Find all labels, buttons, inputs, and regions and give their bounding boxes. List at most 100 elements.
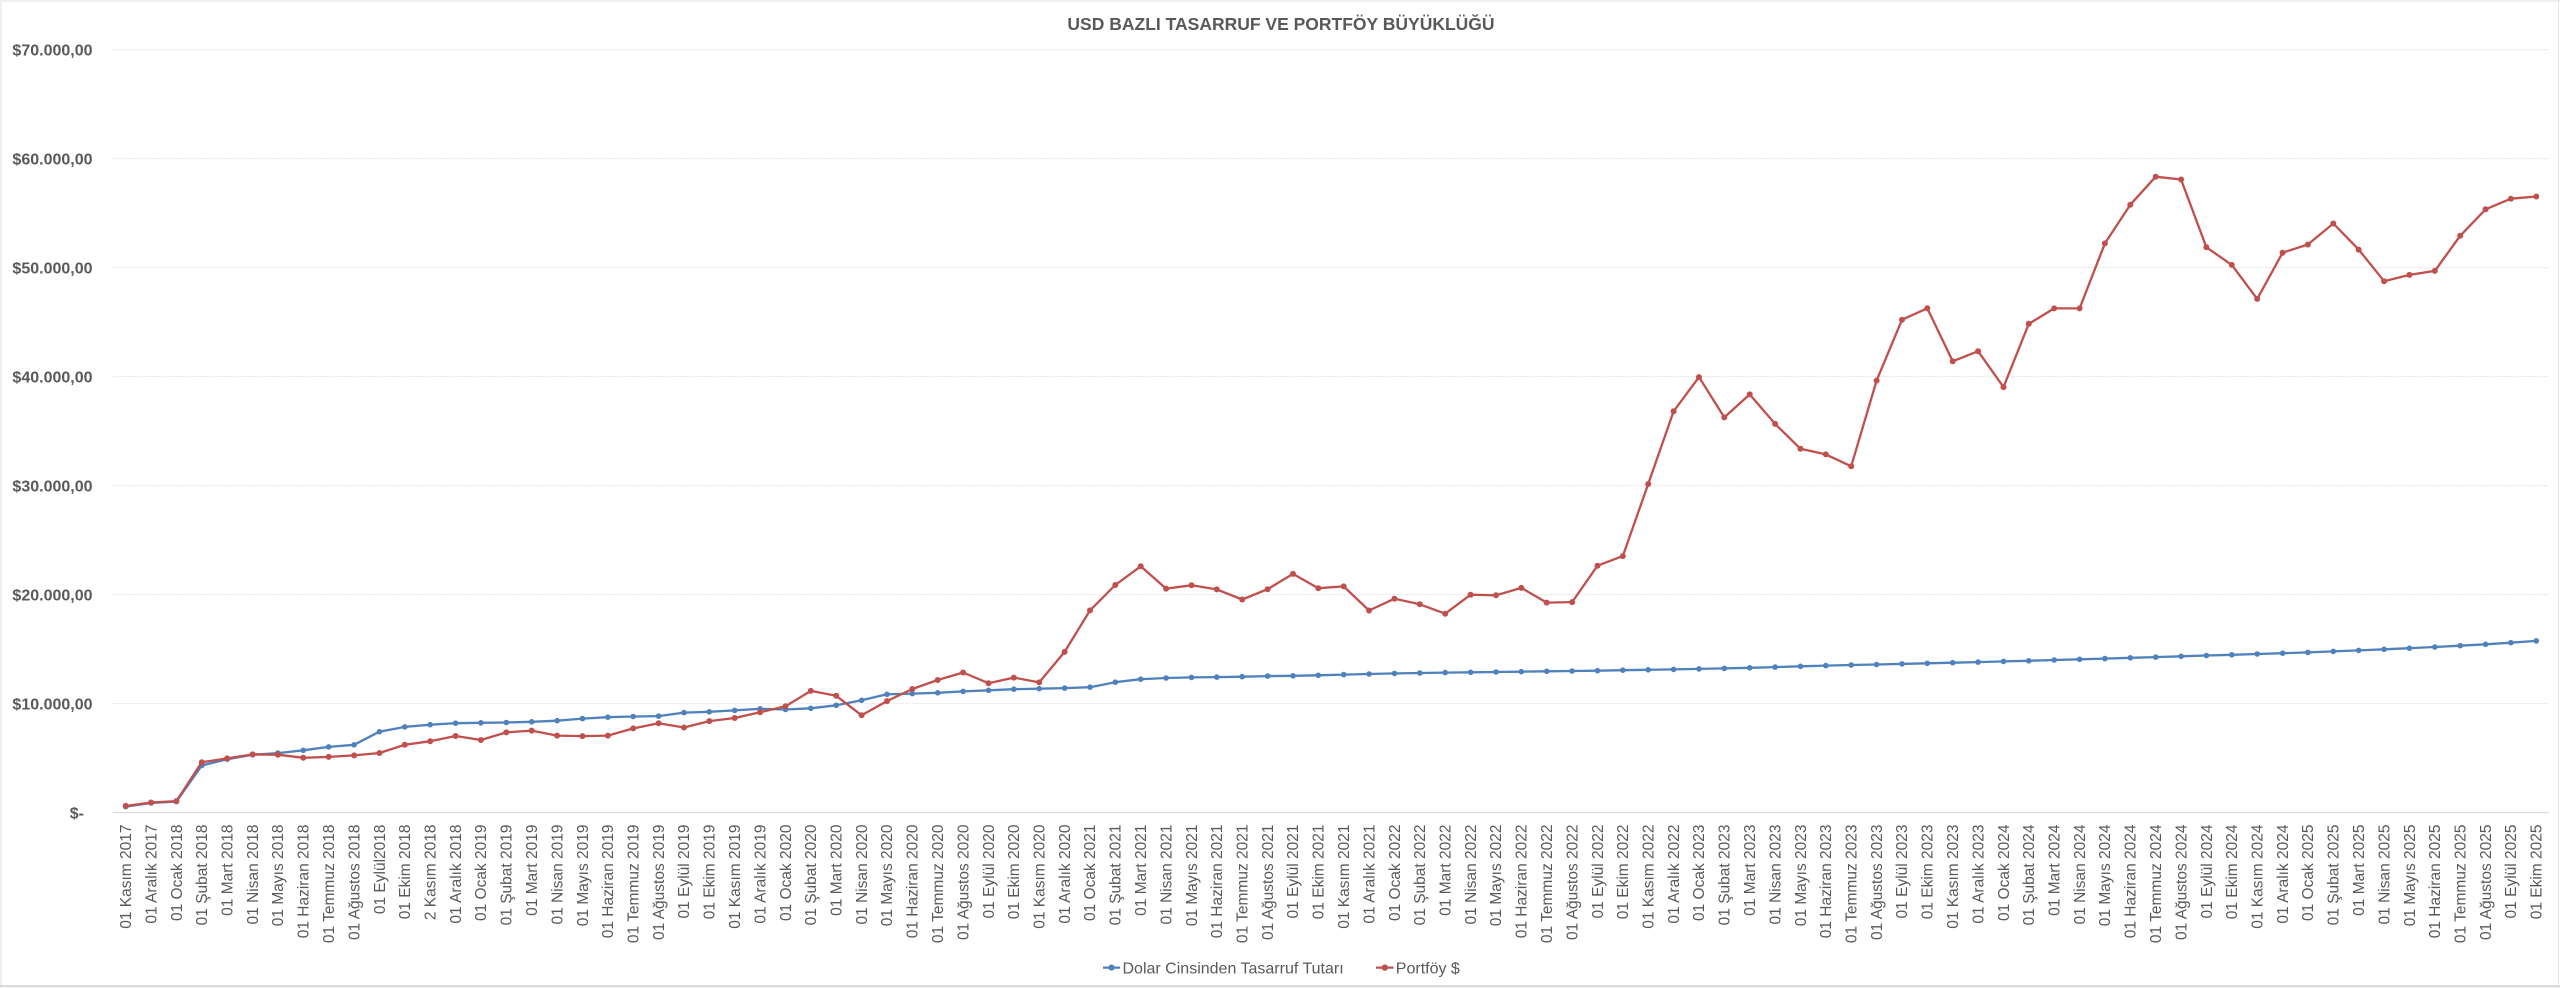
svg-text:01 Ekim 2019: 01 Ekim 2019: [702, 825, 719, 920]
svg-text:01 Şubat 2018: 01 Şubat 2018: [194, 825, 211, 926]
svg-text:01 Ocak 2019: 01 Ocak 2019: [473, 825, 490, 922]
svg-text:01 Ağustos 2018: 01 Ağustos 2018: [346, 825, 363, 941]
svg-text:01 Haziran 2025: 01 Haziran 2025: [2427, 825, 2444, 939]
svg-text:01 Nisan 2019: 01 Nisan 2019: [549, 825, 566, 925]
svg-text:Portföy $: Portföy $: [1396, 961, 1460, 978]
svg-text:01 Haziran 2021: 01 Haziran 2021: [1209, 825, 1226, 939]
svg-text:01 Haziran 2024: 01 Haziran 2024: [2123, 824, 2140, 938]
svg-text:01 Mart 2019: 01 Mart 2019: [524, 825, 541, 916]
svg-text:01 Temmuz 2021: 01 Temmuz 2021: [1235, 825, 1252, 944]
svg-text:$40.000,00: $40.000,00: [12, 370, 92, 387]
svg-text:01 Temmuz 2025: 01 Temmuz 2025: [2453, 825, 2470, 944]
svg-text:$-: $-: [70, 806, 84, 823]
svg-text:01 Eylül 2019: 01 Eylül 2019: [676, 825, 693, 919]
svg-text:01 Aralık 2022: 01 Aralık 2022: [1666, 825, 1683, 924]
svg-text:01 Eylül 2020: 01 Eylül 2020: [981, 824, 998, 918]
svg-text:2 Kasım 2018: 2 Kasım 2018: [423, 825, 440, 921]
svg-text:01 Temmuz 2022: 01 Temmuz 2022: [1539, 825, 1556, 944]
svg-text:$60.000,00: $60.000,00: [12, 152, 92, 169]
svg-text:01 Haziran 2022: 01 Haziran 2022: [1514, 825, 1531, 939]
svg-text:01 Mayıs 2018: 01 Mayıs 2018: [270, 825, 287, 927]
svg-text:01 Ağustos 2019: 01 Ağustos 2019: [651, 825, 668, 941]
svg-text:01 Nisan 2018: 01 Nisan 2018: [245, 825, 262, 925]
svg-text:01 Ocak 2018: 01 Ocak 2018: [169, 825, 186, 922]
svg-text:01 Şubat 2019: 01 Şubat 2019: [499, 825, 516, 926]
svg-text:01 Mayıs 2021: 01 Mayıs 2021: [1184, 825, 1201, 927]
svg-text:01 Haziran 2023: 01 Haziran 2023: [1818, 825, 1835, 939]
svg-text:01 Haziran 2019: 01 Haziran 2019: [600, 825, 617, 939]
svg-text:01 Ekim 2024: 01 Ekim 2024: [2224, 824, 2241, 919]
svg-text:01 Şubat 2022: 01 Şubat 2022: [1412, 825, 1429, 926]
svg-text:01 Temmuz 2020: 01 Temmuz 2020: [930, 824, 947, 943]
svg-text:01 Mart 2024: 01 Mart 2024: [2047, 824, 2064, 916]
svg-text:01 Ocak 2020: 01 Ocak 2020: [778, 824, 795, 921]
svg-text:01 Mayıs 2019: 01 Mayıs 2019: [575, 825, 592, 927]
svg-text:01 Ağustos 2020: 01 Ağustos 2020: [955, 824, 972, 940]
svg-text:01 Haziran 2020: 01 Haziran 2020: [905, 824, 922, 938]
svg-text:01 Mayıs 2022: 01 Mayıs 2022: [1488, 825, 1505, 927]
svg-text:01 Eylül 2024: 01 Eylül 2024: [2199, 824, 2216, 918]
svg-text:01 Temmuz 2018: 01 Temmuz 2018: [321, 825, 338, 944]
svg-text:01 Ocak 2025: 01 Ocak 2025: [2300, 825, 2317, 922]
svg-text:01 Temmuz 2023: 01 Temmuz 2023: [1844, 825, 1861, 944]
svg-text:01 Mayıs 2024: 01 Mayıs 2024: [2097, 824, 2114, 926]
svg-text:01 Ekim 2018: 01 Ekim 2018: [397, 825, 414, 920]
svg-text:01 Mart 2021: 01 Mart 2021: [1133, 825, 1150, 916]
svg-text:01 Ekim 2021: 01 Ekim 2021: [1311, 825, 1328, 920]
svg-text:01 Ağustos 2024: 01 Ağustos 2024: [2173, 824, 2190, 940]
svg-text:01 Haziran 2018: 01 Haziran 2018: [296, 825, 313, 939]
svg-text:01 Aralık 2017: 01 Aralık 2017: [143, 825, 160, 924]
svg-text:01 Kasım 2023: 01 Kasım 2023: [1945, 825, 1962, 929]
svg-text:$70.000,00: $70.000,00: [12, 43, 92, 60]
svg-text:01 Aralık 2024: 01 Aralık 2024: [2275, 824, 2292, 923]
svg-text:01 Eylül2018: 01 Eylül2018: [372, 825, 389, 915]
svg-text:01 Eylül 2021: 01 Eylül 2021: [1285, 825, 1302, 919]
svg-text:01 Mayıs 2020: 01 Mayıs 2020: [879, 824, 896, 926]
svg-text:01 Mart 2020: 01 Mart 2020: [829, 824, 846, 916]
svg-text:01 Kasım 2021: 01 Kasım 2021: [1336, 825, 1353, 929]
svg-text:01 Şubat 2021: 01 Şubat 2021: [1108, 825, 1125, 926]
svg-text:01 Ağustos 2023: 01 Ağustos 2023: [1869, 825, 1886, 941]
svg-text:01 Şubat 2023: 01 Şubat 2023: [1717, 825, 1734, 926]
svg-text:01 Eylül 2022: 01 Eylül 2022: [1590, 825, 1607, 919]
svg-text:01 Nisan 2025: 01 Nisan 2025: [2376, 825, 2393, 925]
svg-text:01 Ağustos 2022: 01 Ağustos 2022: [1564, 825, 1581, 941]
svg-text:01 Mart 2025: 01 Mart 2025: [2351, 825, 2368, 916]
svg-text:$10.000,00: $10.000,00: [12, 697, 92, 714]
svg-text:01 Ocak 2024: 01 Ocak 2024: [1996, 824, 2013, 921]
svg-text:01 Mart 2023: 01 Mart 2023: [1742, 825, 1759, 916]
svg-text:01 Şubat 2024: 01 Şubat 2024: [2021, 824, 2038, 925]
svg-text:01 Eylül 2025: 01 Eylül 2025: [2503, 825, 2520, 919]
svg-text:01 Ekim 2022: 01 Ekim 2022: [1615, 825, 1632, 920]
svg-text:01 Nisan 2023: 01 Nisan 2023: [1767, 825, 1784, 925]
svg-text:01 Temmuz 2024: 01 Temmuz 2024: [2148, 824, 2165, 943]
svg-text:$30.000,00: $30.000,00: [12, 479, 92, 496]
svg-text:01 Mayıs 2023: 01 Mayıs 2023: [1793, 825, 1810, 927]
svg-text:01 Ekim 2025: 01 Ekim 2025: [2529, 825, 2546, 920]
svg-text:01 Ağustos 2025: 01 Ağustos 2025: [2478, 825, 2495, 941]
svg-text:01 Aralık 2019: 01 Aralık 2019: [752, 825, 769, 924]
svg-text:01 Aralık 2023: 01 Aralık 2023: [1970, 825, 1987, 924]
svg-text:01 Aralık 2020: 01 Aralık 2020: [1057, 824, 1074, 923]
svg-text:01 Ağustos 2021: 01 Ağustos 2021: [1260, 825, 1277, 941]
svg-text:01 Kasım 2019: 01 Kasım 2019: [727, 825, 744, 929]
svg-text:01 Kasım 2017: 01 Kasım 2017: [118, 825, 135, 929]
svg-text:01 Mart 2018: 01 Mart 2018: [220, 825, 237, 916]
svg-text:01 Mart 2022: 01 Mart 2022: [1438, 825, 1455, 916]
svg-text:01 Nisan 2024: 01 Nisan 2024: [2072, 824, 2089, 924]
svg-text:01 Ocak 2023: 01 Ocak 2023: [1691, 825, 1708, 922]
svg-text:$50.000,00: $50.000,00: [12, 261, 92, 278]
svg-text:01 Şubat 2020: 01 Şubat 2020: [803, 824, 820, 925]
svg-text:01 Ekim 2020: 01 Ekim 2020: [1006, 824, 1023, 919]
svg-text:01 Kasım 2020: 01 Kasım 2020: [1032, 824, 1049, 929]
svg-text:01 Kasım 2024: 01 Kasım 2024: [2250, 824, 2267, 929]
svg-text:01 Şubat 2025: 01 Şubat 2025: [2326, 825, 2343, 926]
svg-text:01 Kasım 2022: 01 Kasım 2022: [1641, 825, 1658, 929]
svg-text:01 Aralık 2018: 01 Aralık 2018: [448, 825, 465, 924]
svg-text:01 Ocak 2022: 01 Ocak 2022: [1387, 825, 1404, 922]
svg-text:Dolar Cinsinden Tasarruf Tutar: Dolar Cinsinden Tasarruf Tutarı: [1123, 961, 1344, 978]
svg-text:01 Nisan 2022: 01 Nisan 2022: [1463, 825, 1480, 925]
svg-text:USD BAZLI TASARRUF VE PORTFÖY: USD BAZLI TASARRUF VE PORTFÖY BÜYÜKLÜĞÜ: [1067, 13, 1494, 34]
svg-text:01 Ocak 2021: 01 Ocak 2021: [1082, 825, 1099, 922]
svg-text:01 Mayıs 2025: 01 Mayıs 2025: [2402, 825, 2419, 927]
